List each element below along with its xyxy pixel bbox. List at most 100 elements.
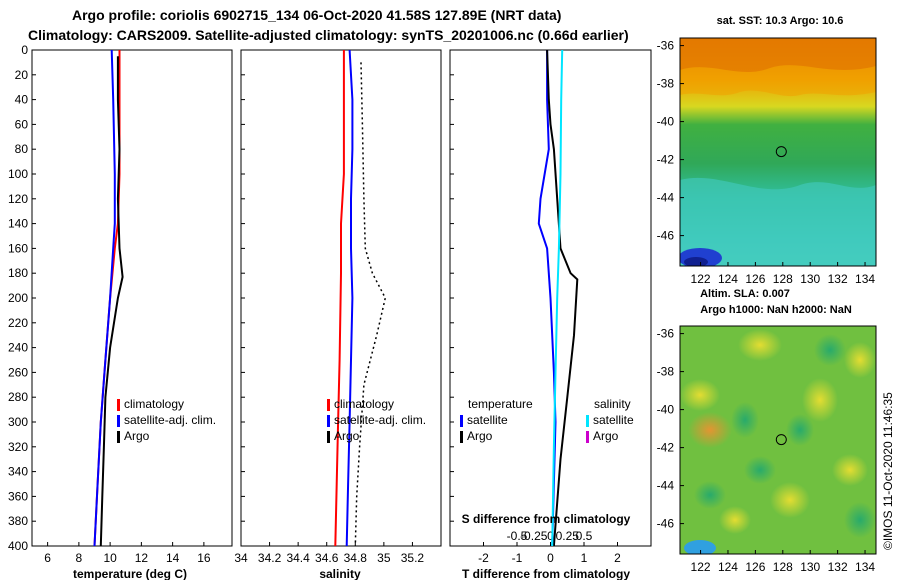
depth-tick-label: 100 [8,167,28,181]
map-lat-tick-label: -46 [657,517,675,531]
legend-swatch-sal-satellite [586,415,589,427]
temperature-legend: climatology satellite-adj. clim. Argo [117,397,216,443]
depth-tick-label: 240 [8,341,28,355]
difference-xlabel: T difference from climatology [462,567,630,580]
sst-argo-location-marker [775,146,787,158]
legend-swatch-satellite [117,415,120,427]
top-x-tick-label: 0 [547,529,554,543]
sla-map-title: Altim. SLA: 0.007 [700,288,790,300]
legend-swatch-argo [327,431,330,443]
x-tick-label: -1 [512,551,523,565]
x-tick-label: 0 [547,551,554,565]
map-lon-tick-label: 134 [855,560,875,574]
sst-map-axes: 122 124 126 128 130 132 134 -36 -38 -40 -42 -44 -46 [657,39,876,286]
legend-label-climatology: climatology [124,397,184,411]
depth-tick-label: 20 [15,68,29,82]
salinity-legend: climatology satellite-adj. clim. Argo [327,397,426,443]
title-line1: Argo profile: coriolis 6902715_134 06-Oc… [72,7,561,23]
temperature-plot: 6 8 10 12 14 16 [44,49,211,565]
map-lat-tick-label: -46 [657,229,675,243]
map-lat-tick-label: -40 [657,115,675,129]
legend-label-temp-satellite: satellite [467,413,508,427]
depth-tick-label: 140 [8,217,28,231]
map-lat-tick-label: -40 [657,403,675,417]
top-x-tick-label: 0.5 [576,529,593,543]
legend-swatch-climatology [327,399,330,411]
legend-swatch-satellite [327,415,330,427]
depth-tick-label: 180 [8,266,28,280]
depth-tick-label: 280 [8,390,28,404]
legend-label-climatology: climatology [334,397,394,411]
depth-tick-label: 120 [8,192,28,206]
legend-label-sal-argo: Argo [593,429,619,443]
map-lon-tick-label: 126 [745,272,765,286]
legend-group-temperature: temperature [468,397,533,411]
x-tick-label: 16 [197,551,211,565]
depth-tick-label: 340 [8,465,28,479]
series-temperature-argo [546,49,579,547]
depth-tick-label: 360 [8,489,28,503]
map-lat-tick-label: -38 [657,77,675,91]
map-lon-tick-label: 130 [800,560,820,574]
map-lon-tick-label: 132 [828,272,848,286]
map-lat-tick-label: -42 [657,441,675,455]
legend-swatch-temp-satellite [460,415,463,427]
x-tick-label: 34 [234,551,248,565]
x-tick-label: 35 [377,551,391,565]
legend-label-satellite: satellite-adj. clim. [334,413,426,427]
map-lon-tick-label: 122 [691,560,711,574]
legend-swatch-sal-argo [586,431,589,443]
sla-map-subtitle: Argo h1000: NaN h2000: NaN [700,304,852,316]
series-salinity-satellite [551,49,564,547]
legend-label-satellite: satellite-adj. clim. [124,413,216,427]
x-tick-label: 12 [135,551,149,565]
legend-group-salinity: salinity [594,397,631,411]
title-line2: Climatology: CARS2009. Satellite-adjuste… [28,27,629,43]
temperature-xlabel: temperature (deg C) [73,567,187,580]
legend-swatch-climatology [117,399,120,411]
top-x-tick-label: -0.5 [507,529,528,543]
top-x-tick-label: -0.25 [520,529,548,543]
map-lat-tick-label: -36 [657,327,675,341]
legend-label-temp-argo: Argo [467,429,493,443]
map-lon-tick-label: 122 [691,272,711,286]
x-tick-label: 34.2 [258,551,282,565]
x-tick-label: 8 [76,551,83,565]
x-tick-label: 14 [166,551,180,565]
temperature-panel [31,49,233,547]
depth-tick-label: 300 [8,415,28,429]
depth-tick-label: 160 [8,241,28,255]
depth-tick-label: 80 [15,142,29,156]
difference-top-xlabel: S difference from climatology [462,512,631,526]
legend-swatch-temp-argo [460,431,463,443]
x-tick-label: 34.8 [344,551,368,565]
sst-map-title: sat. SST: 10.3 Argo: 10.6 [717,15,844,27]
legend-label-sal-satellite: satellite [593,413,634,427]
map-lon-tick-label: 132 [828,560,848,574]
sla-map-image [680,326,876,554]
series-climatology [334,50,345,547]
difference-legend: temperature satellite Argo salinity sate… [460,397,634,443]
map-lon-tick-label: 134 [855,272,875,286]
map-lon-tick-label: 128 [773,272,793,286]
depth-tick-label: 400 [8,539,28,553]
top-x-tick-label: 0.25 [556,529,580,543]
sla-argo-location-marker [775,434,787,446]
difference-plot: -2 -1 0 1 2-0.5-0.25 0 0.250.5 [478,49,621,565]
series-satellite-adj-clim- [93,49,116,547]
depth-tick-label: 40 [15,93,29,107]
legend-swatch-argo [117,431,120,443]
salinity-xlabel: salinity [319,567,361,580]
depth-tick-label: 320 [8,440,28,454]
depth-tick-label: 0 [21,43,28,57]
map-lat-tick-label: -44 [657,479,675,493]
imos-timestamp-watermark: ©IMOS 11-Oct-2020 11:46:35 [881,392,895,550]
map-lat-tick-label: -38 [657,365,675,379]
depth-tick-label: 60 [15,117,29,131]
x-tick-label: 34.4 [286,551,310,565]
legend-label-argo: Argo [334,429,360,443]
depth-tick-label: 200 [8,291,28,305]
map-lat-tick-label: -44 [657,191,675,205]
series-satellite-adj-clim- [345,49,354,547]
map-lat-tick-label: -36 [657,39,675,53]
